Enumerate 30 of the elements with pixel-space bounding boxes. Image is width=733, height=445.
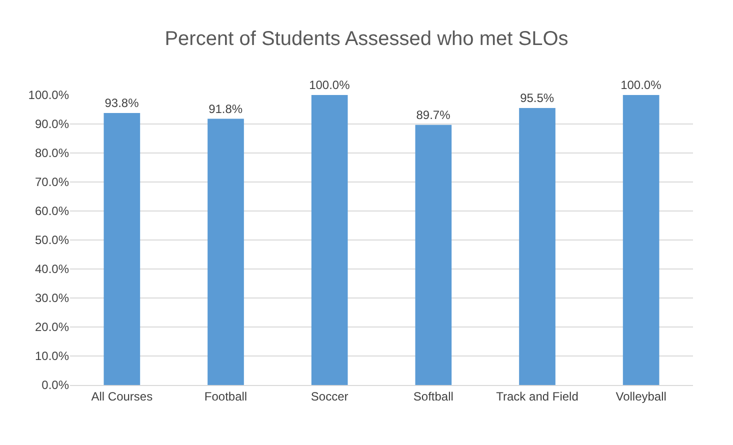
data-label: 100.0% <box>620 78 662 92</box>
bar <box>104 112 140 385</box>
chart-title: Percent of Students Assessed who met SLOs <box>164 28 568 50</box>
x-tick-label: Softball <box>413 389 454 404</box>
y-tick-label: 0.0% <box>42 378 70 392</box>
y-tick-label: 60.0% <box>34 204 70 218</box>
y-tick-label: 100.0% <box>28 88 70 102</box>
bar <box>415 124 452 385</box>
x-tick-label: Soccer <box>310 389 348 404</box>
y-tick-label: 90.0% <box>34 117 70 132</box>
data-label: 95.5% <box>520 91 554 106</box>
data-label: 100.0% <box>309 78 350 92</box>
bar <box>519 108 556 385</box>
y-tick-label: 80.0% <box>34 146 70 160</box>
data-label: 89.7% <box>416 108 451 122</box>
y-tick-label: 30.0% <box>34 291 70 306</box>
y-tick-label: 40.0% <box>34 262 70 276</box>
y-tick-label: 70.0% <box>34 175 70 190</box>
y-tick-label: 10.0% <box>34 349 70 364</box>
x-tick-label: All Courses <box>91 389 153 404</box>
x-tick-label: Football <box>204 389 248 404</box>
x-tick-label: Track and Field <box>496 389 578 404</box>
bar <box>208 118 244 385</box>
bar <box>622 95 660 385</box>
y-tick-label: 50.0% <box>34 233 70 248</box>
x-tick-label: Volleyball <box>616 389 666 404</box>
bar <box>311 95 348 385</box>
data-label: 93.8% <box>104 96 140 110</box>
y-tick-label: 20.0% <box>34 320 70 334</box>
data-label: 91.8% <box>208 102 243 116</box>
